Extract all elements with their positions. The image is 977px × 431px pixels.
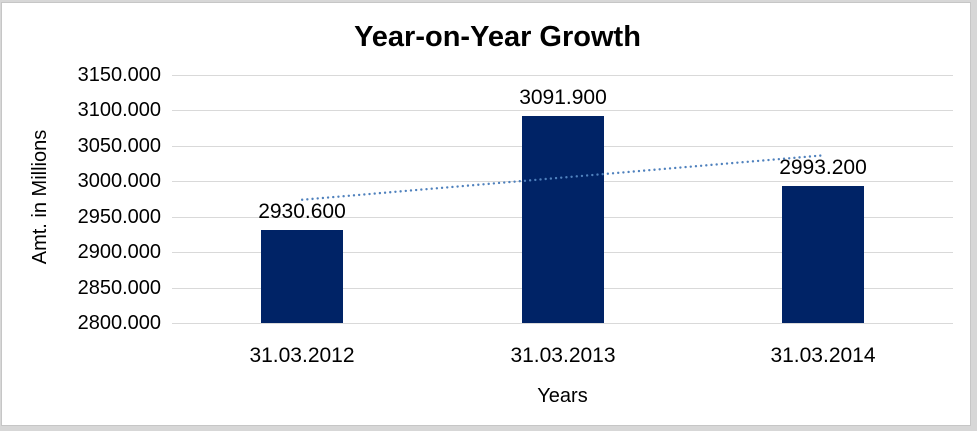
bar-31.03.2013: [522, 116, 604, 323]
y-tick-label: 2800.000: [77, 312, 161, 334]
x-tick-label: 31.03.2013: [510, 344, 616, 367]
x-tick-label: 31.03.2012: [249, 344, 355, 367]
y-tick-label: 2850.000: [77, 277, 161, 299]
y-tick-label: 2950.000: [77, 206, 161, 228]
chart-title: Year-on-Year Growth: [354, 21, 641, 53]
bar-value-label: 2930.600: [258, 200, 346, 223]
x-axis-title: Years: [537, 385, 588, 407]
y-tick-label: 3050.000: [77, 135, 161, 157]
bar-value-label: 3091.900: [519, 86, 607, 109]
y-tick-label: 3100.000: [77, 99, 161, 121]
bar-31.03.2012: [261, 230, 343, 323]
y-tick-label: 3000.000: [77, 170, 161, 192]
x-tick-label: 31.03.2014: [770, 344, 876, 367]
y-tick-label: 2900.000: [77, 241, 161, 263]
gridline: [172, 110, 953, 111]
bar-31.03.2014: [782, 186, 864, 323]
bar-value-label: 2993.200: [779, 156, 867, 179]
y-tick-label: 3150.000: [77, 64, 161, 86]
gridline: [172, 75, 953, 76]
gridline: [172, 323, 953, 324]
